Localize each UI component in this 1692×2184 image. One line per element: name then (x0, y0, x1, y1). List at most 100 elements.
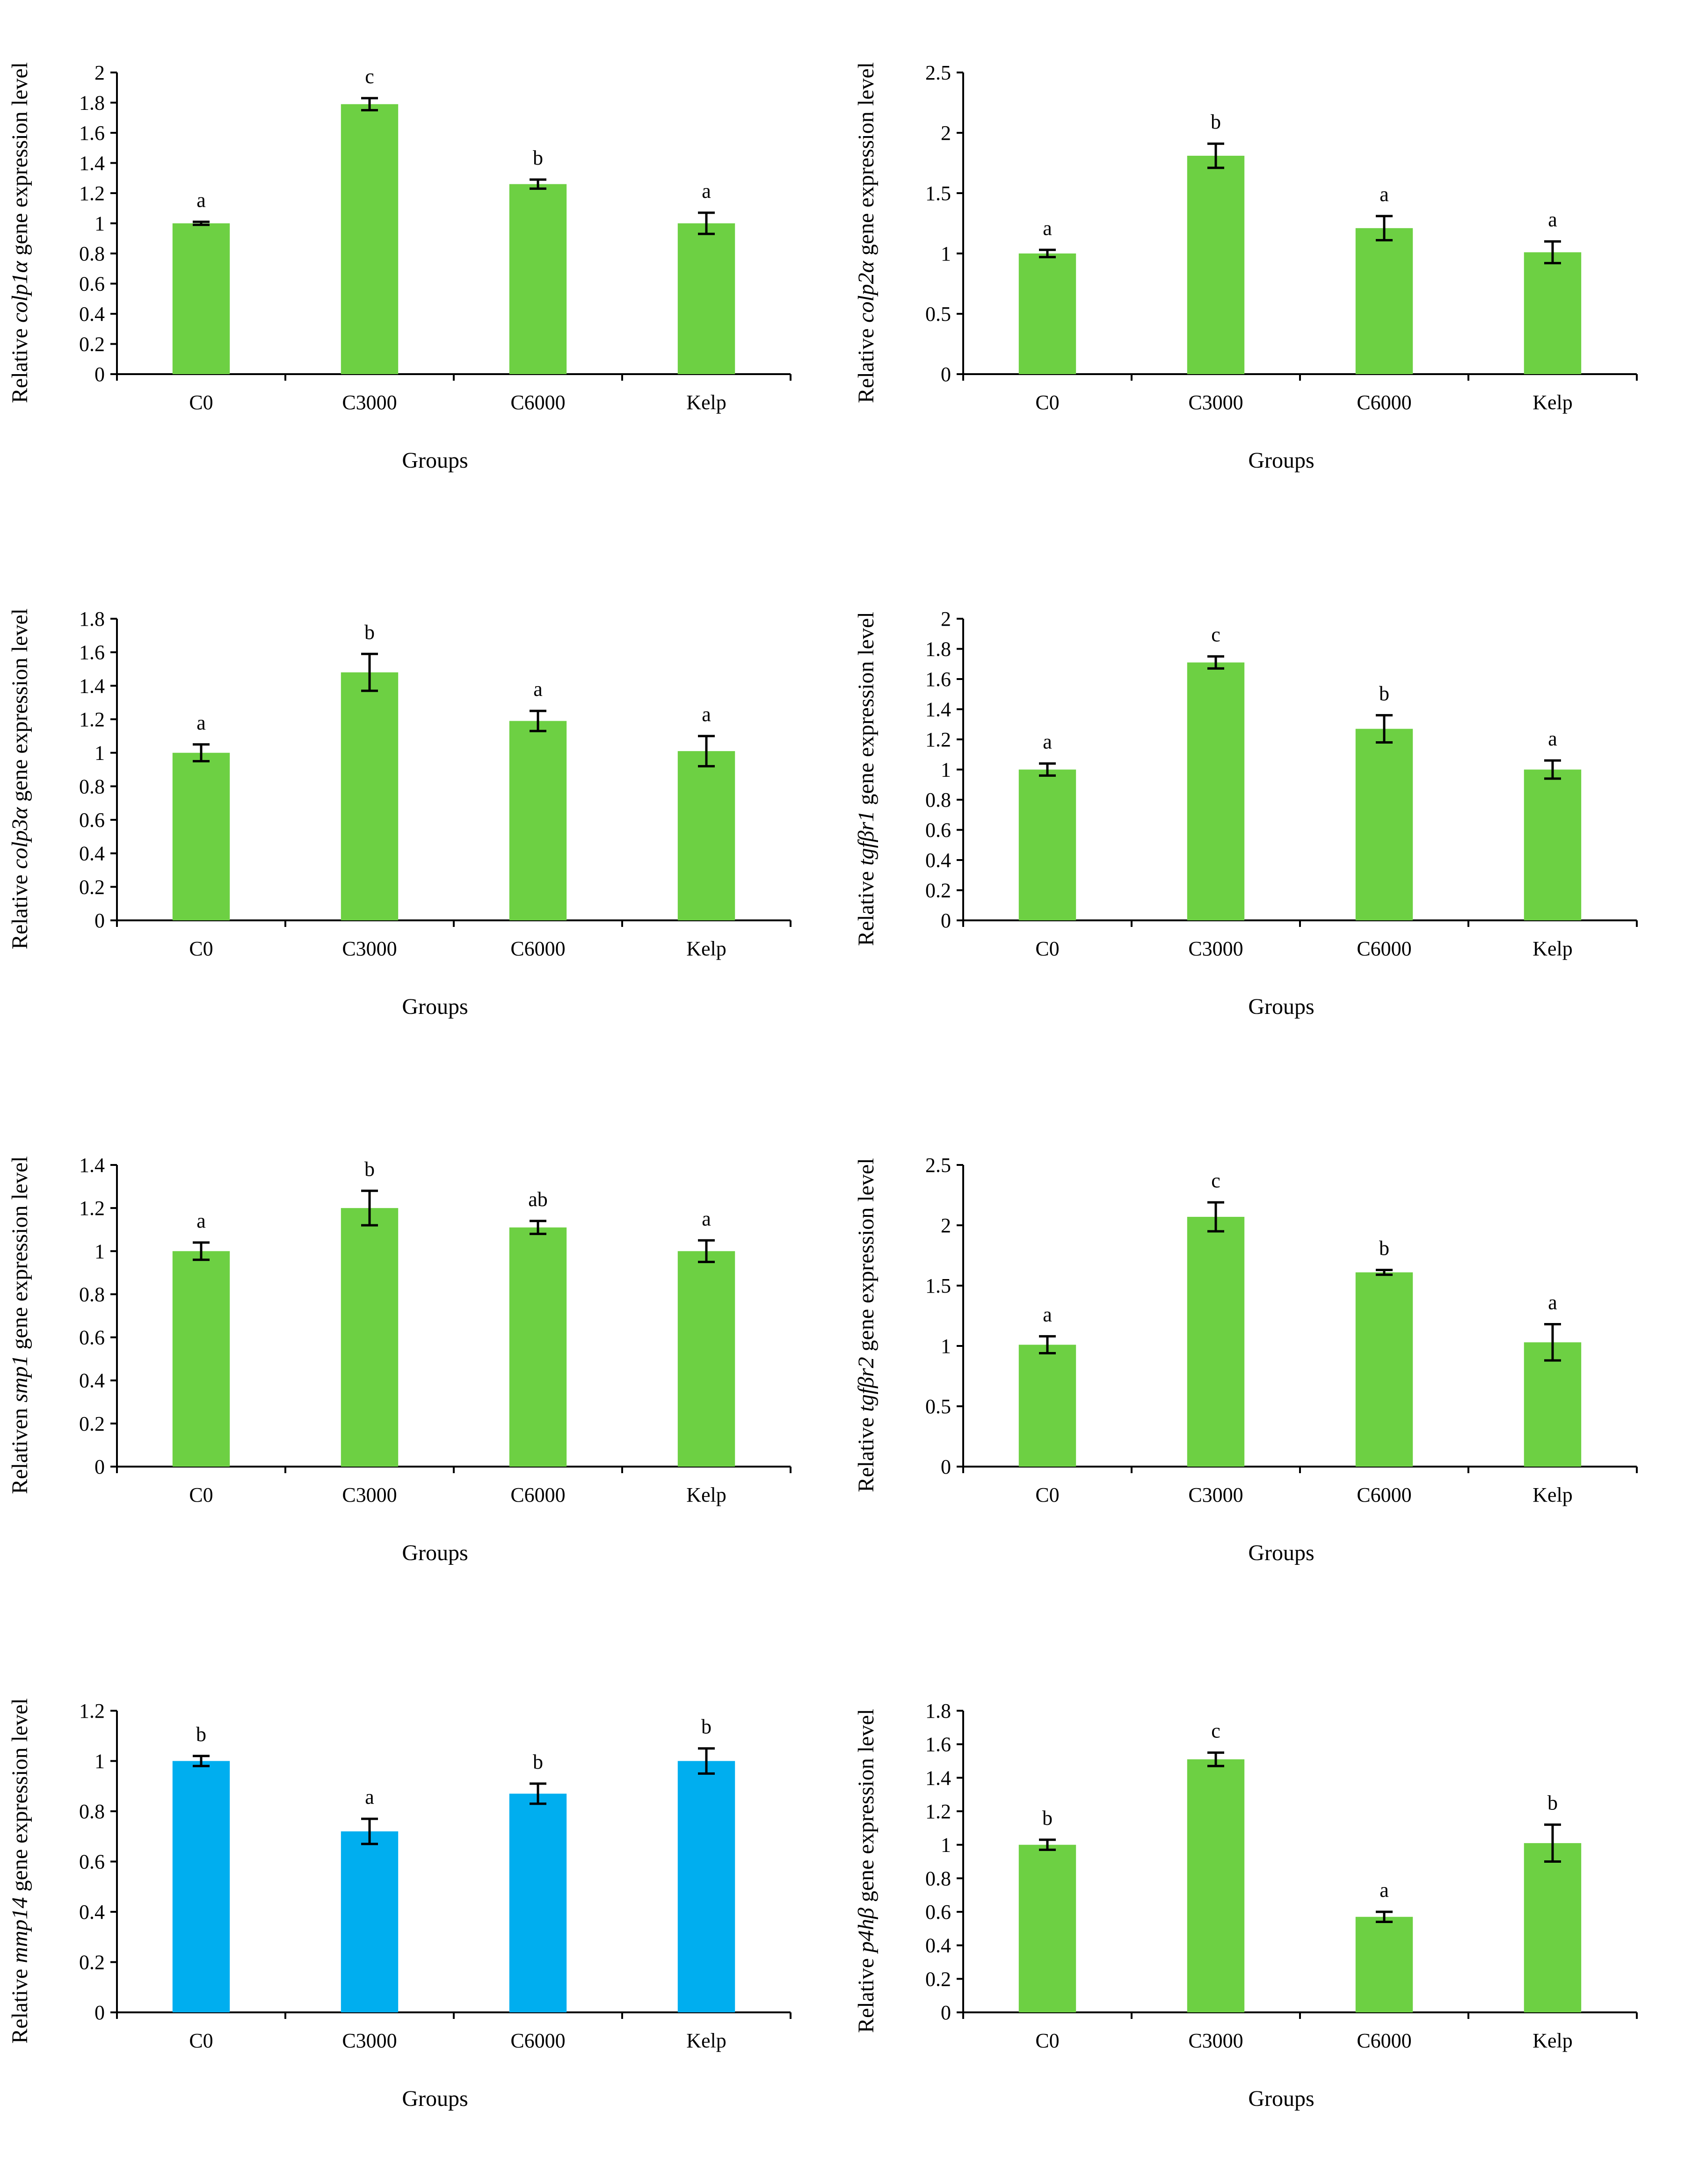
chart-panel-3: 0 0.2 0.4 0.6 0.8 1 1.2 1.4 1.6 1.8 a C0 b C3000 a C600… (0, 546, 846, 1092)
x-tick-label: C0 (189, 1483, 213, 1506)
y-tick-label: 0.5 (925, 1395, 951, 1418)
x-axis-title: Groups (402, 2086, 468, 2111)
x-tick-label: C6000 (1357, 2029, 1411, 2052)
significance-letter: a (533, 678, 543, 701)
y-tick-label: 0 (94, 2001, 105, 2024)
y-tick-label: 1 (941, 242, 951, 265)
bar-kelp (677, 1761, 735, 2012)
bar-kelp (1524, 1843, 1582, 2012)
chart-panel-4: 0 0.2 0.4 0.6 0.8 1 1.2 1.4 1.6 1.8 2 a C0 c C3000 b C60… (846, 546, 1692, 1092)
significance-letter: a (702, 703, 711, 726)
bar-c0 (172, 1761, 230, 2012)
y-axis-title-gene: mmp14 (7, 1897, 32, 1963)
y-tick-label: 0.2 (79, 1951, 105, 1974)
significance-letter: a (1043, 217, 1052, 239)
x-tick-label: Kelp (1532, 1483, 1573, 1506)
significance-letter: b (364, 621, 375, 644)
y-axis-title-gene: colp1α (7, 260, 32, 323)
y-tick-label: 1.8 (925, 638, 951, 661)
bar-c3000 (341, 672, 399, 920)
y-tick-label: 1 (94, 212, 105, 235)
bar-c6000 (1355, 228, 1413, 374)
x-tick-label: C0 (189, 2029, 213, 2052)
significance-letter: c (365, 65, 374, 88)
bar-chart-1: 0 0.2 0.4 0.6 0.8 1 1.2 1.4 1.6 1.8 2 a C0 c C3000 b C60… (7, 61, 792, 473)
y-tick-label: 1.8 (79, 607, 105, 630)
y-tick-label: 1 (94, 1750, 105, 1773)
y-tick-label: 1.4 (925, 1766, 951, 1789)
x-tick-label: C3000 (342, 1483, 397, 1506)
significance-letter: a (702, 180, 711, 202)
x-axis-title: Groups (1248, 994, 1314, 1019)
x-tick-label: Kelp (686, 1483, 726, 1506)
bar-c3000 (1187, 156, 1245, 374)
y-tick-label: 1.4 (79, 152, 105, 175)
y-axis-title: Relative mmp14 gene expression level (7, 1698, 32, 2043)
bar-c6000 (509, 721, 567, 920)
significance-letter: c (1211, 623, 1220, 646)
y-axis-title-prefix: Relative (7, 869, 32, 949)
significance-letter: a (1548, 1291, 1557, 1314)
significance-letter: ab (528, 1188, 548, 1211)
significance-letter: b (533, 146, 543, 169)
bar-c0 (172, 752, 230, 920)
bar-c0 (172, 223, 230, 374)
significance-letter: a (196, 188, 206, 211)
x-tick-label: Kelp (686, 937, 726, 960)
x-tick-label: Kelp (1532, 391, 1573, 414)
bar-c0 (1018, 1844, 1076, 2012)
y-tick-label: 0.6 (925, 1901, 951, 1924)
y-tick-label: 0 (941, 909, 951, 932)
x-tick-label: C0 (1035, 391, 1059, 414)
x-tick-label: C6000 (510, 937, 565, 960)
y-axis-title: Relative p4hβ gene expression level (854, 1709, 879, 2033)
y-tick-label: 1.6 (925, 1733, 951, 1756)
y-tick-label: 1.2 (79, 708, 105, 731)
bar-c3000 (1187, 662, 1245, 920)
x-axis-title: Groups (402, 448, 468, 473)
y-tick-label: 1.5 (925, 1274, 951, 1297)
bar-chart-8: 0 0.2 0.4 0.6 0.8 1 1.2 1.4 1.6 1.8 b C0 c C3000 a C600… (854, 1699, 1638, 2111)
bar-chart-7: 0 0.2 0.4 0.6 0.8 1 1.2 b C0 a C3000 b C6000 b Kelp Gro… (7, 1698, 792, 2111)
significance-letter: a (1548, 727, 1557, 750)
chart-panel-8: 0 0.2 0.4 0.6 0.8 1 1.2 1.4 1.6 1.8 b C0 c C3000 a C600… (846, 1638, 1692, 2184)
y-axis-title-suffix: gene expression level (854, 1709, 879, 1908)
y-axis-title: Relativen smp1 gene expression level (7, 1156, 32, 1494)
y-tick-label: 0.8 (925, 788, 951, 811)
y-tick-label: 0.2 (925, 1967, 951, 1990)
bar-c6000 (1355, 1916, 1413, 2012)
x-tick-label: Kelp (1532, 2029, 1573, 2052)
y-tick-label: 0.5 (925, 303, 951, 325)
y-axis-title-prefix: Relative (854, 323, 879, 403)
significance-letter: a (1043, 1303, 1052, 1326)
bar-c0 (1018, 253, 1076, 374)
y-tick-label: 2 (941, 122, 951, 145)
y-tick-label: 0.8 (79, 775, 105, 798)
y-tick-label: 0.2 (79, 333, 105, 356)
y-axis-title: Relative tgfβr1 gene expression level (854, 612, 879, 946)
y-tick-label: 1 (941, 1335, 951, 1358)
y-axis-title-suffix: gene expression level (7, 608, 32, 807)
significance-letter: b (1379, 1237, 1389, 1259)
y-tick-label: 0.8 (925, 1867, 951, 1890)
bar-c3000 (1187, 1759, 1245, 2012)
y-tick-label: 0.2 (79, 875, 105, 898)
significance-letter: a (365, 1786, 374, 1808)
y-tick-label: 0.8 (79, 242, 105, 265)
significance-letter: b (364, 1157, 375, 1180)
y-tick-label: 0.4 (79, 303, 105, 325)
x-tick-label: C3000 (342, 391, 397, 414)
x-tick-label: C0 (189, 937, 213, 960)
y-tick-label: 0.2 (79, 1412, 105, 1435)
bar-c3000 (341, 104, 399, 375)
y-tick-label: 1.2 (79, 1699, 105, 1722)
x-axis-title: Groups (1248, 2086, 1314, 2111)
significance-letter: b (1379, 682, 1389, 705)
significance-letter: b (701, 1715, 712, 1738)
bar-kelp (677, 751, 735, 920)
bar-c6000 (1355, 1272, 1413, 1467)
bar-kelp (677, 1251, 735, 1467)
significance-letter: b (533, 1750, 543, 1773)
y-tick-label: 1.8 (79, 92, 105, 115)
significance-letter: b (1211, 110, 1221, 133)
